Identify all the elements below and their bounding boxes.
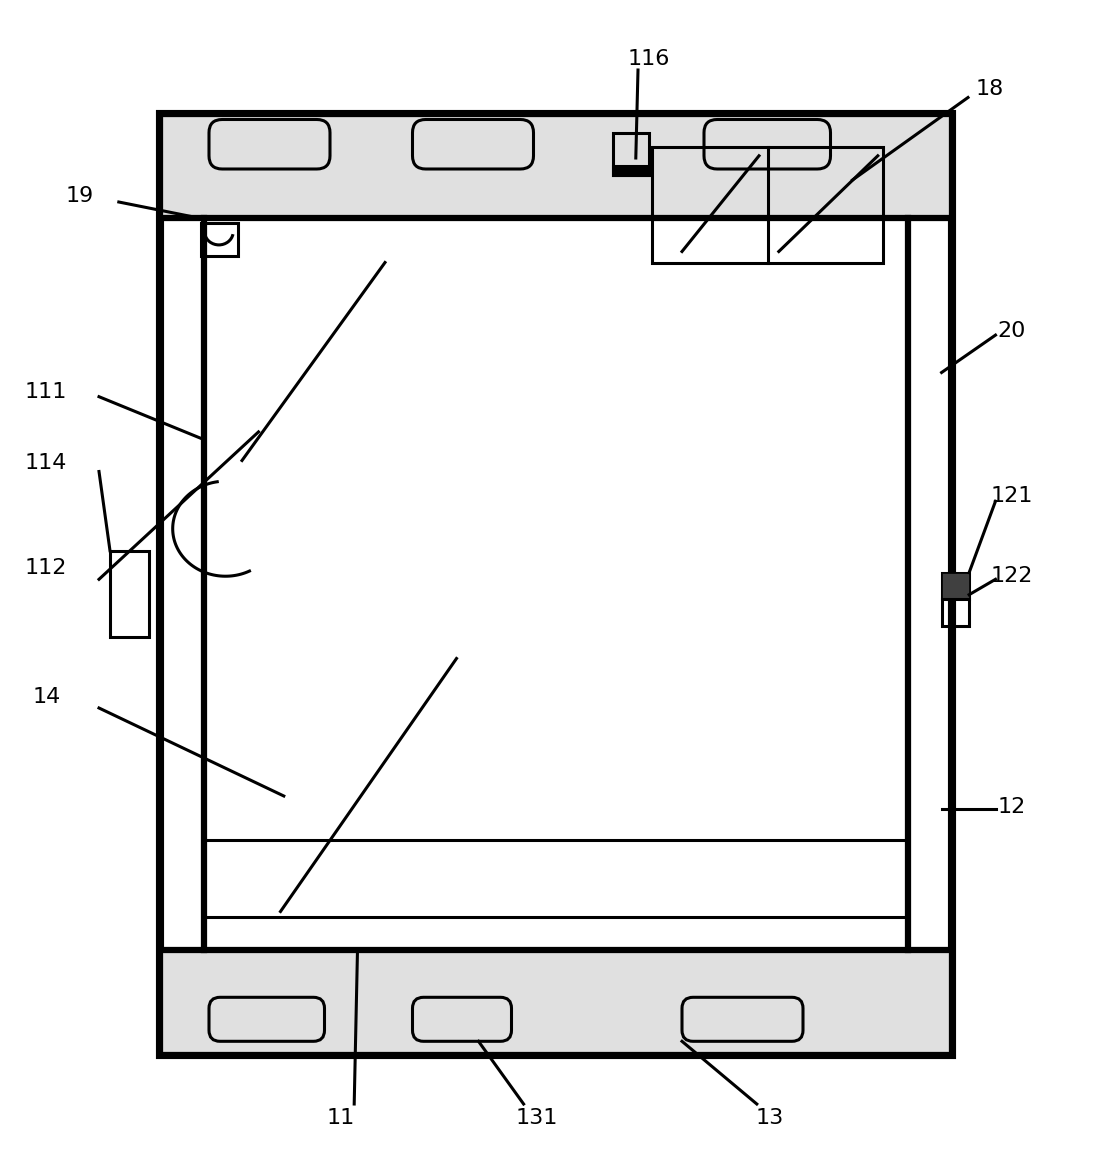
Text: 116: 116	[628, 49, 670, 69]
Text: 114: 114	[25, 452, 67, 472]
Text: 122: 122	[991, 566, 1033, 586]
Bar	[201, 223, 238, 256]
Text: 14: 14	[32, 687, 60, 707]
Text: 121: 121	[991, 486, 1033, 506]
Text: 131: 131	[516, 1108, 558, 1128]
Text: 111: 111	[25, 383, 67, 402]
Bar	[110, 551, 148, 636]
Bar	[160, 114, 952, 1055]
Text: 11: 11	[327, 1108, 355, 1128]
Bar	[942, 572, 969, 626]
Text: 12: 12	[998, 797, 1026, 816]
Bar	[160, 950, 952, 1055]
Bar	[942, 572, 969, 599]
Bar	[160, 114, 952, 219]
Text: 20: 20	[998, 321, 1026, 341]
Text: 19: 19	[65, 186, 94, 207]
Text: 13: 13	[756, 1108, 784, 1128]
Text: 18: 18	[976, 79, 1004, 99]
Bar	[652, 147, 883, 263]
Bar	[613, 165, 649, 174]
Text: 112: 112	[25, 558, 67, 578]
Bar	[613, 133, 649, 174]
